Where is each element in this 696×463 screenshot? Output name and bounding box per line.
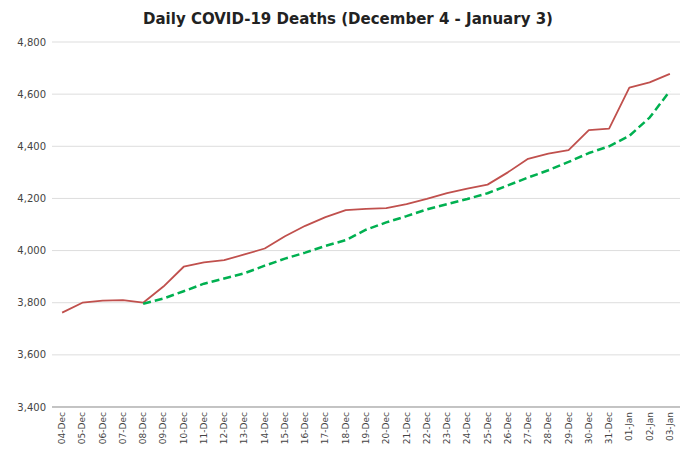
x-tick-label: 31-Dec [604,412,614,444]
series-line [62,74,670,313]
x-tick-label: 16-Dec [300,412,310,444]
chart: Daily COVID-19 Deaths (December 4 - Janu… [0,0,696,463]
y-tick-label: 4,400 [17,141,46,152]
grid-line [52,354,680,355]
x-tick-label: 28-Dec [543,412,553,444]
x-tick-label: 06-Dec [98,412,108,444]
x-tick-label: 17-Dec [320,412,330,444]
chart-container: Daily COVID-19 Deaths (December 4 - Janu… [0,0,696,463]
x-tick-label: 25-Dec [483,412,493,444]
x-tick-label: 15-Dec [280,412,290,444]
x-tick-label: 12-Dec [219,412,229,444]
x-tick-label: 08-Dec [138,412,148,444]
x-tick-label: 02-Jan [645,412,655,441]
y-tick-label: 4,000 [17,245,46,256]
x-tick-label: 11-Dec [199,412,209,444]
x-tick-label: 10-Dec [179,412,189,444]
plot-area [62,74,670,313]
series-line [143,91,670,304]
grid-line [52,42,680,43]
x-tick-label: 07-Dec [118,412,128,444]
x-tick-label: 09-Dec [158,412,168,444]
x-tick-label: 19-Dec [361,412,371,444]
x-tick-label: 30-Dec [584,412,594,444]
x-tick-label: 18-Dec [341,412,351,444]
x-tick-label: 23-Dec [442,412,452,444]
x-tick-label: 29-Dec [564,412,574,444]
grid-line [52,198,680,199]
x-tick-label: 21-Dec [402,412,412,444]
x-tick-label: 03-Jan [665,412,675,441]
y-tick-label: 3,600 [17,349,46,360]
x-axis-line [52,407,680,408]
grid-line [52,407,680,408]
x-tick-label: 01-Jan [624,412,634,441]
y-tick-label: 4,800 [17,37,46,48]
x-axis: 04-Dec 05-Dec 06-Dec 07-Dec 08-Dec 09-Dec 10-D… [57,412,675,444]
y-tick-label: 3,400 [17,402,46,413]
x-tick-label: 04-Dec [57,412,67,444]
grid-line [52,250,680,251]
x-tick-label: 14-Dec [260,412,270,444]
y-grid: 3,400 3,600 3,800 4,000 4,200 4,400 4,600 4,800 [17,37,680,413]
y-tick-label: 4,600 [17,89,46,100]
title: Daily COVID-19 Deaths (December 4 - Janu… [143,10,553,28]
x-tick-label: 13-Dec [239,412,249,444]
y-tick-label: 4,200 [17,193,46,204]
x-tick-label: 24-Dec [462,412,472,444]
x-tick-label: 20-Dec [381,412,391,444]
x-tick-label: 27-Dec [523,412,533,444]
x-tick-label: 05-Dec [77,412,87,444]
x-tick-label: 22-Dec [422,412,432,444]
x-tick-label: 26-Dec [503,412,513,444]
grid-line [52,146,680,147]
y-tick-label: 3,800 [17,297,46,308]
grid-line [52,94,680,95]
